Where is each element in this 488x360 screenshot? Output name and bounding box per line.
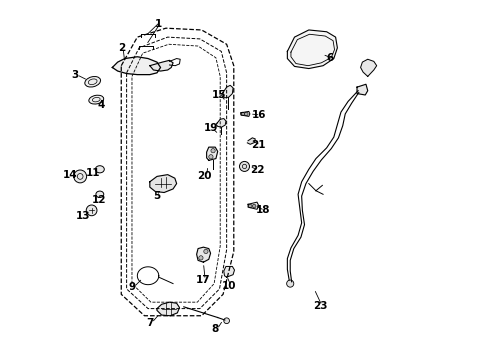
- Polygon shape: [287, 30, 337, 68]
- Polygon shape: [157, 302, 179, 316]
- Polygon shape: [206, 147, 217, 160]
- Text: 17: 17: [196, 275, 210, 285]
- Polygon shape: [247, 202, 258, 209]
- Circle shape: [203, 249, 207, 253]
- Circle shape: [286, 280, 293, 287]
- Circle shape: [198, 256, 203, 260]
- Text: 2: 2: [118, 43, 124, 53]
- Circle shape: [244, 112, 247, 116]
- Text: 20: 20: [197, 171, 211, 181]
- Text: 5: 5: [153, 191, 160, 201]
- Circle shape: [239, 161, 249, 171]
- Text: 22: 22: [249, 165, 264, 175]
- Text: 4: 4: [97, 100, 104, 110]
- Circle shape: [224, 318, 229, 324]
- Circle shape: [248, 204, 251, 208]
- Text: 19: 19: [203, 123, 217, 133]
- Polygon shape: [216, 118, 225, 127]
- Circle shape: [74, 170, 86, 183]
- Text: 21: 21: [251, 140, 265, 150]
- Polygon shape: [224, 266, 234, 277]
- Polygon shape: [360, 59, 376, 76]
- Circle shape: [208, 155, 213, 159]
- Text: 3: 3: [71, 69, 78, 80]
- Text: 1: 1: [154, 19, 162, 29]
- Text: 13: 13: [76, 211, 90, 221]
- Polygon shape: [356, 84, 367, 95]
- Polygon shape: [112, 57, 160, 75]
- Text: 23: 23: [312, 301, 327, 311]
- Ellipse shape: [89, 95, 103, 104]
- Polygon shape: [241, 111, 249, 116]
- Text: 18: 18: [255, 205, 270, 215]
- Polygon shape: [149, 175, 176, 193]
- Text: 10: 10: [222, 282, 236, 292]
- Text: 9: 9: [128, 282, 135, 292]
- Circle shape: [252, 204, 255, 208]
- Circle shape: [210, 149, 215, 153]
- Ellipse shape: [96, 191, 103, 198]
- Polygon shape: [247, 138, 255, 144]
- Text: 15: 15: [211, 90, 225, 100]
- Text: 11: 11: [85, 168, 100, 178]
- Polygon shape: [149, 60, 173, 71]
- Text: 16: 16: [251, 110, 265, 120]
- Text: 14: 14: [63, 170, 77, 180]
- Circle shape: [86, 205, 97, 216]
- Ellipse shape: [95, 166, 104, 173]
- Text: 12: 12: [91, 195, 106, 204]
- Circle shape: [241, 112, 244, 116]
- Text: 8: 8: [211, 324, 219, 334]
- Ellipse shape: [84, 77, 101, 87]
- Polygon shape: [221, 85, 233, 98]
- Text: 7: 7: [146, 318, 153, 328]
- Text: 6: 6: [325, 53, 332, 63]
- Polygon shape: [196, 247, 210, 262]
